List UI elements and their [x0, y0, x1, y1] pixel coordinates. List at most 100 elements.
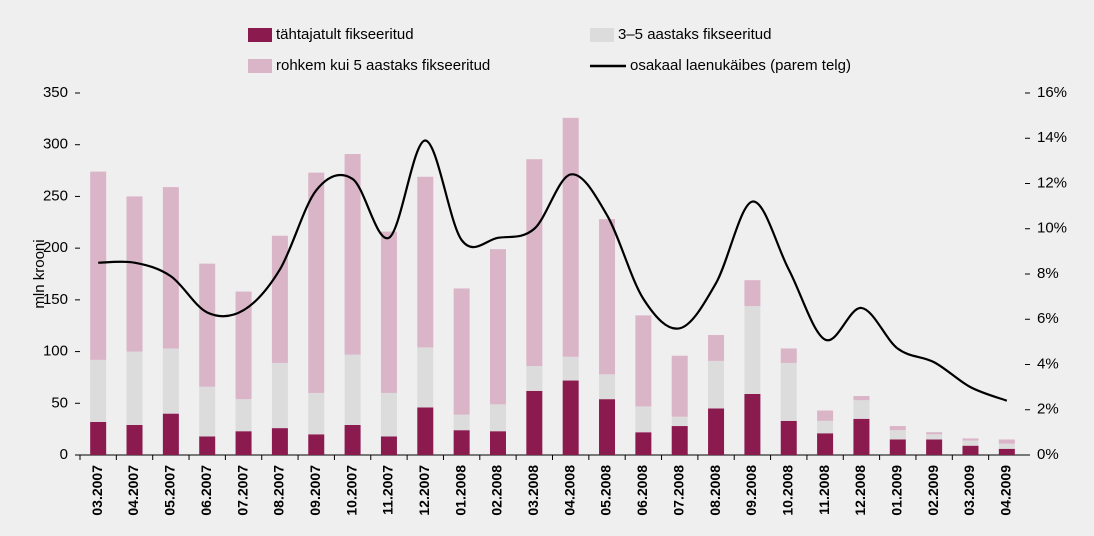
y-tick-label: 100 [43, 343, 68, 360]
bar [562, 380, 579, 455]
bar [126, 196, 143, 352]
bar [344, 425, 361, 455]
y2-tick-label: 14% [1037, 129, 1067, 146]
x-tick-label: 12.2008 [852, 465, 868, 516]
x-tick-label: 12.2007 [416, 465, 432, 516]
x-tick-label: 05.2008 [598, 465, 614, 516]
bar [780, 348, 797, 363]
x-tick-label: 11.2007 [380, 465, 396, 515]
x-tick-label: 04.2009 [998, 465, 1014, 516]
bar [962, 438, 979, 441]
x-tick-label: 10.2008 [779, 465, 795, 516]
x-tick-label: 02.2008 [489, 465, 505, 516]
bar [599, 399, 616, 455]
bar [526, 159, 543, 367]
x-tick-label: 10.2007 [343, 465, 359, 516]
bar [489, 431, 506, 455]
x-tick-label: 08.2008 [707, 465, 723, 516]
x-tick-label: 07.2008 [670, 465, 686, 516]
bar [853, 396, 870, 401]
bar [744, 306, 761, 394]
bar [308, 434, 325, 455]
bar [562, 356, 579, 381]
bar [526, 366, 543, 391]
y-tick-label: 150 [43, 291, 68, 308]
x-tick-label: 03.2007 [89, 465, 105, 516]
y-axis-label: mln krooni [31, 239, 48, 308]
x-tick-label: 02.2009 [925, 465, 941, 516]
legend-label: rohkem kui 5 aastaks fikseeritud [276, 57, 490, 74]
bar [635, 406, 652, 433]
bar [90, 359, 107, 422]
bar [271, 362, 288, 429]
bar [344, 154, 361, 355]
bar [926, 432, 943, 435]
bar [199, 386, 216, 437]
bar [162, 413, 179, 455]
bar [235, 291, 252, 400]
bar [308, 392, 325, 435]
bar [853, 400, 870, 419]
bar [599, 219, 616, 375]
bar [235, 431, 252, 455]
bar [599, 374, 616, 400]
bar [199, 263, 216, 387]
x-tick-label: 09.2008 [743, 465, 759, 516]
bar [162, 187, 179, 349]
bar [853, 418, 870, 455]
bar [526, 390, 543, 455]
bar [271, 428, 288, 455]
bar [962, 445, 979, 455]
bar [308, 172, 325, 393]
legend-swatch [248, 59, 272, 73]
y2-tick-label: 8% [1037, 265, 1059, 282]
y-tick-label: 0 [60, 446, 68, 463]
bar [380, 436, 397, 455]
y2-tick-label: 16% [1037, 84, 1067, 101]
bar [744, 393, 761, 455]
legend-label: 3–5 aastaks fikseeritud [618, 26, 771, 43]
x-tick-label: 05.2007 [162, 465, 178, 516]
bar [453, 430, 470, 455]
bar [998, 439, 1015, 444]
x-tick-label: 06.2007 [198, 465, 214, 516]
x-tick-label: 01.2009 [888, 465, 904, 516]
x-tick-label: 07.2007 [234, 465, 250, 516]
bar [126, 351, 143, 426]
legend-label: tähtajatult fikseeritud [276, 26, 414, 43]
bar [635, 432, 652, 455]
bar [126, 425, 143, 455]
bar [926, 434, 943, 440]
y2-tick-label: 10% [1037, 220, 1067, 237]
bar [489, 249, 506, 405]
bar [780, 362, 797, 421]
bar [889, 439, 906, 455]
bar [417, 176, 434, 348]
bar [708, 408, 725, 455]
bar [708, 335, 725, 361]
bar [271, 235, 288, 363]
bar [90, 421, 107, 455]
bar [744, 280, 761, 307]
x-tick-label: 08.2007 [271, 465, 287, 516]
y-tick-label: 250 [43, 187, 68, 204]
legend-swatch [248, 28, 272, 42]
bar [671, 355, 688, 417]
bar [453, 288, 470, 415]
bar [889, 430, 906, 440]
bar [817, 433, 834, 455]
x-tick-label: 04.2007 [125, 465, 141, 516]
bar [780, 420, 797, 455]
y2-tick-label: 12% [1037, 174, 1067, 191]
bar [708, 360, 725, 409]
bar [962, 440, 979, 446]
bar [635, 315, 652, 407]
bar [417, 347, 434, 408]
legend-swatch [590, 28, 614, 42]
bar [90, 171, 107, 360]
bar [453, 414, 470, 431]
y-tick-label: 300 [43, 136, 68, 153]
legend-label: osakaal laenukäibes (parem telg) [630, 57, 851, 74]
bar [199, 436, 216, 455]
